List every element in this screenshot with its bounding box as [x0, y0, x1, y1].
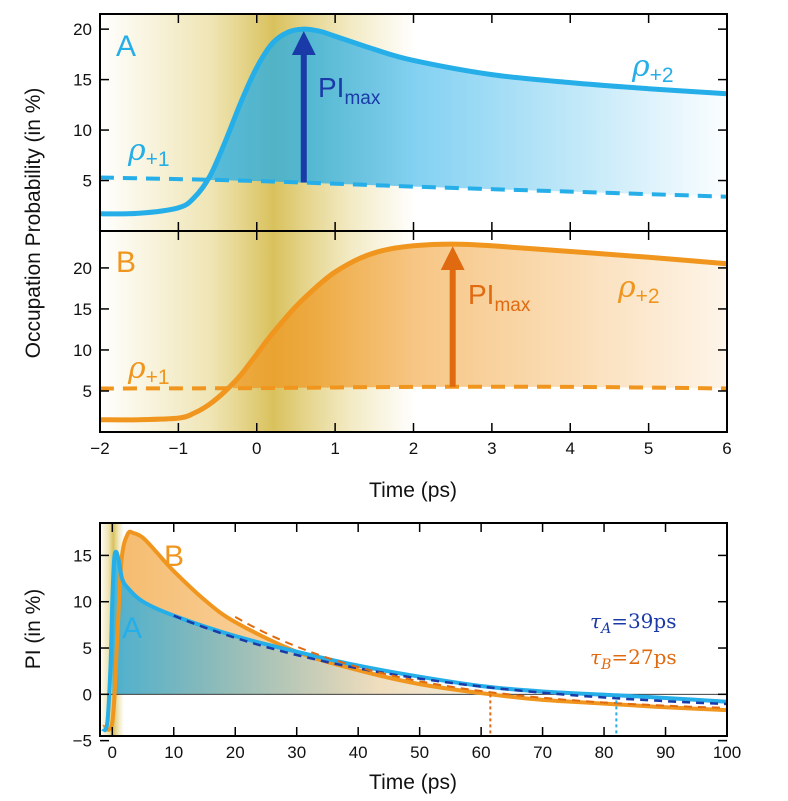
panel-b-rho1-label: ρ+1: [127, 351, 170, 389]
panel-b-ytick-label: 5: [83, 382, 92, 401]
panel-pi-xtick-label: 20: [226, 743, 245, 762]
panel-pi-xtick-label: 30: [287, 743, 306, 762]
panel-a-ytick-label: 15: [73, 71, 92, 90]
panel-pi-xtick-label: 90: [656, 743, 675, 762]
panel-a-pimax-label: PImax: [318, 72, 381, 109]
panel-b-ytick-label: 10: [73, 341, 92, 360]
panel-a-ytick-label: 20: [73, 20, 92, 39]
panel-a-rho2-line: [99, 26, 728, 217]
panel-pi-ytick-label: 10: [73, 593, 92, 612]
panel-b-xtick-label: 6: [722, 439, 731, 458]
panel-pi-xtick-label: 40: [349, 743, 368, 762]
panel-pi-xtick-label: 70: [533, 743, 552, 762]
pi-ylabel: PI (in %): [22, 589, 45, 670]
panel-a: 5 10 15 20 A ρ+2 ρ+1 PImax: [73, 13, 728, 232]
panel-pi-fill-a: [112, 554, 597, 695]
panel-pi-ytick-label: 5: [83, 639, 92, 658]
panel-pi-letter-b: B: [164, 540, 184, 573]
panel-b-rho2-line: [99, 241, 728, 423]
panel-pi-ytick-label: −5: [73, 732, 92, 751]
panel-pi-ytick-label: 15: [73, 546, 92, 565]
panel-a-rho1-label: ρ+1: [127, 133, 170, 171]
panel-b-ytick-label: 15: [73, 300, 92, 319]
panel-b-xtick-label: 2: [409, 439, 418, 458]
panel-b-xtick-label: 5: [644, 439, 653, 458]
panel-pi-curve-a: [101, 549, 728, 733]
bottom-xlabel: Time (ps): [369, 771, 457, 794]
panel-pi-xtick-label: 100: [713, 743, 741, 762]
panel-pi-xtick-label: 80: [595, 743, 614, 762]
top-xlabel: Time (ps): [369, 479, 457, 502]
panel-pi-ytick-label: 0: [83, 685, 92, 704]
panel-a-ytick-label: 10: [73, 121, 92, 140]
panel-b-rho2-label: ρ+2: [617, 270, 660, 308]
panel-b-xtick-label: −2: [90, 439, 109, 458]
tau-b-label: τB=27ps: [590, 645, 677, 673]
panel-b-xtick-label: 1: [330, 439, 339, 458]
panel-pi-xtick-label: 10: [164, 743, 183, 762]
panel-b-pimax-label: PImax: [468, 279, 531, 316]
occupation-ylabel: Occupation Probability (in %): [22, 88, 45, 359]
panel-b-xtick-label: 0: [252, 439, 261, 458]
panel-pi-xtick-label: 0: [108, 743, 117, 762]
tau-a-label: τA=39ps: [590, 609, 676, 637]
panel-pi-frame: [99, 522, 728, 737]
panel-b: 5 10 15 20 −2 −1 0 1 2 3 4 5 6 B ρ+2 ρ+1 PImax: [73, 230, 732, 458]
panel-a-letter: A: [116, 30, 136, 63]
panel-b-letter: B: [116, 246, 136, 279]
panel-b-area-fill: [233, 244, 726, 389]
panel-b-xtick-label: −1: [169, 439, 188, 458]
panel-pi-fit-b: [234, 616, 728, 709]
panel-a-ytick-label: 5: [83, 172, 92, 191]
panel-pi-xtick-label: 50: [410, 743, 429, 762]
panel-pi-fit-a: [173, 614, 728, 706]
panel-pi-xtick-label: 60: [472, 743, 491, 762]
panel-pi: −5 0 5 10 15 0 10 20 30 40 50 60 70 80 90 100 B A τA=39…: [73, 522, 741, 762]
panel-a-rho2-label: ρ+2: [631, 49, 674, 87]
panel-pi-letter-a: A: [122, 612, 142, 645]
panel-b-xtick-label: 3: [487, 439, 496, 458]
panel-b-rho1-line: [99, 384, 728, 391]
panel-a-area-fill: [208, 29, 726, 197]
panel-b-ytick-label: 20: [73, 259, 92, 278]
panel-a-rho1-line: [99, 175, 728, 199]
panel-b-xtick-label: 4: [566, 439, 575, 458]
